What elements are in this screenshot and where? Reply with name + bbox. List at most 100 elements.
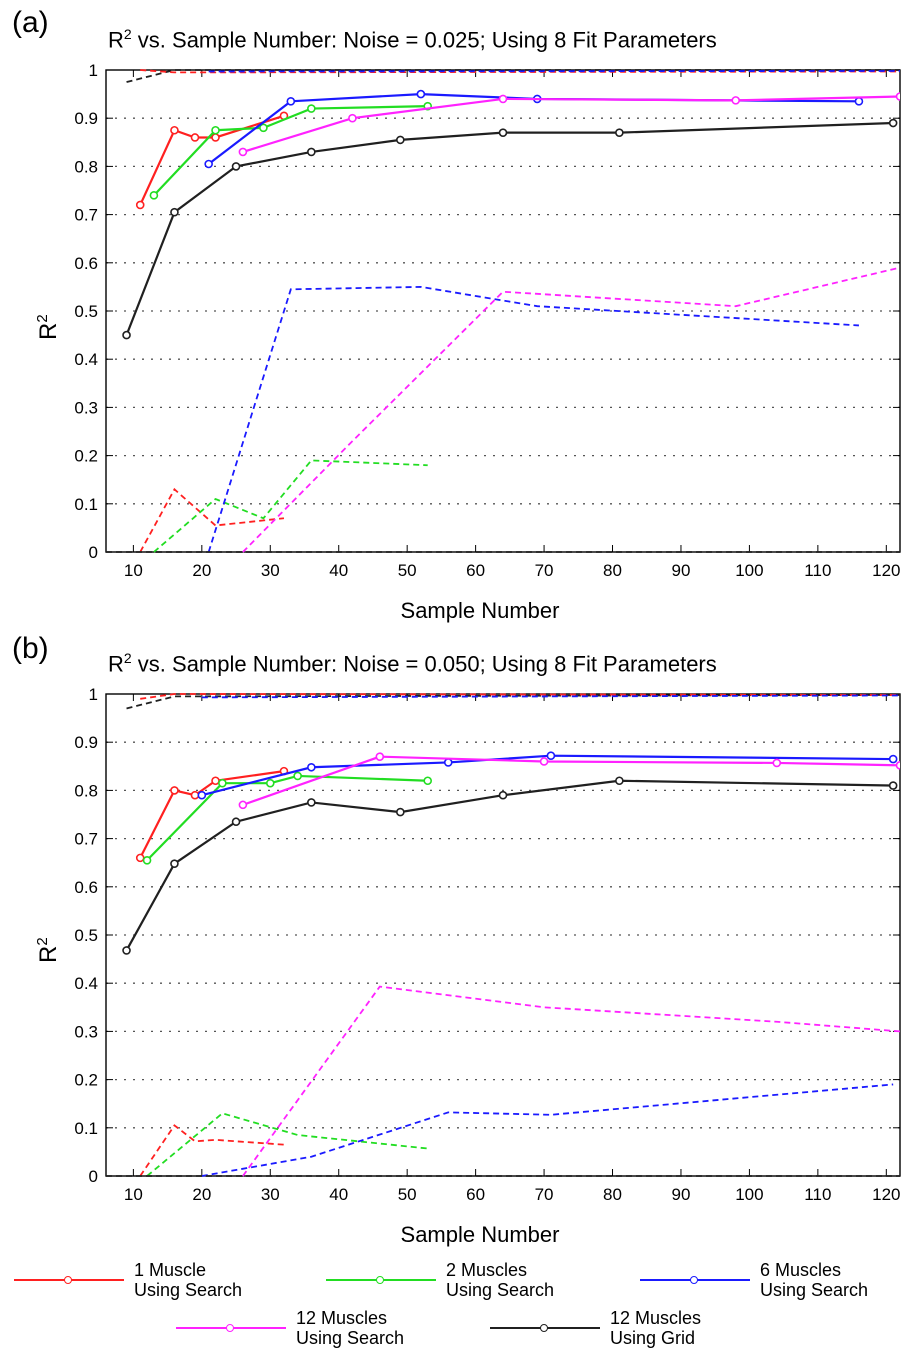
y-axis-label-b: R2 xyxy=(34,937,63,963)
series-line xyxy=(153,105,428,197)
x-tick-label: 70 xyxy=(535,1185,554,1204)
x-tick-label: 70 xyxy=(535,561,554,580)
series-line-dashed xyxy=(140,69,900,74)
legend-label-line2: Using Grid xyxy=(610,1328,696,1348)
legend-swatch xyxy=(326,1276,436,1284)
y-tick-label: 0.5 xyxy=(74,926,98,945)
panel-letter-a: (a) xyxy=(12,6,49,39)
series-line-dashed xyxy=(242,266,900,553)
data-point xyxy=(293,771,302,781)
data-point xyxy=(265,778,275,788)
data-point xyxy=(149,191,159,200)
x-tick-label: 80 xyxy=(603,1185,622,1204)
data-point xyxy=(307,104,316,113)
y-axis-label-b-sup: 2 xyxy=(34,937,51,946)
data-point xyxy=(211,776,220,786)
data-point xyxy=(170,786,179,795)
y-axis-label-a: R2 xyxy=(34,314,63,340)
legend-label-line1: 12 Muscles xyxy=(610,1308,702,1328)
legend-swatch xyxy=(176,1324,286,1332)
y-tick-label: 0.8 xyxy=(74,157,98,176)
legend-label-line1: 12 Muscles xyxy=(296,1308,388,1328)
data-point xyxy=(416,89,426,99)
y-tick-label: 0.1 xyxy=(74,495,98,514)
data-point xyxy=(731,96,741,105)
data-point xyxy=(286,97,296,106)
series-line-dashed xyxy=(126,69,900,83)
legend-label-line2: Using Search xyxy=(134,1280,243,1300)
x-tick-label: 110 xyxy=(804,1185,831,1204)
legend-label-line2: Using Search xyxy=(446,1280,555,1300)
legend-marker xyxy=(690,1276,698,1284)
series-line xyxy=(242,95,900,153)
series-line xyxy=(125,779,894,951)
y-tick-label: 0.8 xyxy=(74,781,98,800)
x-tick-label: 100 xyxy=(735,561,763,580)
x-tick-label: 40 xyxy=(329,561,348,580)
legend-item-12-muscles-search: 12 Muscles Using Search xyxy=(176,1308,404,1348)
legend-swatch xyxy=(14,1276,124,1284)
series-line-dashed xyxy=(139,487,285,553)
x-tick-label: 20 xyxy=(192,561,211,580)
data-point xyxy=(259,123,268,133)
y-tick-label: 0.3 xyxy=(74,1022,98,1041)
series-line-dashed xyxy=(126,694,900,710)
data-point xyxy=(231,817,241,827)
legend-label: 1 Muscle Using Search xyxy=(134,1260,242,1300)
x-tick-label: 30 xyxy=(261,561,280,580)
x-tick-label: 10 xyxy=(124,1185,143,1204)
x-tick-label: 60 xyxy=(466,561,485,580)
legend-label-line2: Using Search xyxy=(296,1328,405,1348)
chart-title-b-rest: vs. Sample Number: Noise = 0.050; Using … xyxy=(131,651,717,677)
data-point xyxy=(375,752,385,761)
legend-label-line1: 1 Muscle xyxy=(134,1260,207,1280)
y-tick-label: 0.1 xyxy=(74,1119,98,1138)
data-point xyxy=(307,147,316,157)
data-point xyxy=(204,159,213,169)
y-tick-label: 0.7 xyxy=(74,206,98,225)
legend-marker xyxy=(540,1324,548,1332)
data-point xyxy=(170,207,179,217)
legend-label: 6 Muscles Using Search xyxy=(760,1260,868,1300)
x-tick-label: 50 xyxy=(398,1185,417,1204)
chart-title-b: R2 vs. Sample Number: Noise = 0.050; Usi… xyxy=(108,650,717,677)
series-line-dashed xyxy=(140,693,900,700)
series-group xyxy=(106,693,900,1177)
x-tick-label: 60 xyxy=(466,1185,485,1204)
data-point xyxy=(443,758,453,767)
legend-marker xyxy=(226,1324,234,1332)
series-line-dashed xyxy=(207,285,859,553)
data-point xyxy=(895,92,900,101)
chart-title-b-prefix: R xyxy=(108,651,124,677)
y-tick-label: 0.5 xyxy=(74,302,98,321)
y-tick-label: 1 xyxy=(89,61,98,80)
x-tick-label: 90 xyxy=(672,561,691,580)
x-tick-label: 110 xyxy=(804,561,831,580)
legend-label: 2 Muscles Using Search xyxy=(446,1260,554,1300)
legend-swatch xyxy=(640,1276,750,1284)
y-tick-label: 0.9 xyxy=(74,733,98,752)
data-point xyxy=(122,946,131,955)
panel-letter-b: (b) xyxy=(12,632,49,665)
series-line-dashed xyxy=(146,1112,428,1177)
x-tick-label: 20 xyxy=(192,1185,211,1204)
data-point xyxy=(539,757,549,766)
data-point xyxy=(498,790,508,800)
data-point xyxy=(348,113,357,123)
y-tick-label: 0.9 xyxy=(74,109,98,128)
data-point xyxy=(307,798,316,807)
legend-item-2-muscles-search: 2 Muscles Using Search xyxy=(326,1260,554,1300)
legend-marker xyxy=(64,1276,72,1284)
y-tick-label: 0.4 xyxy=(74,350,98,369)
data-point xyxy=(218,778,227,788)
data-point xyxy=(238,800,248,810)
legend-item-12-muscles-grid: 12 Muscles Using Grid xyxy=(490,1308,701,1348)
y-axis-label-a-base: R xyxy=(35,322,62,340)
y-axis-label-a-sup: 2 xyxy=(34,314,51,323)
y-axis-label-b-base: R xyxy=(35,945,62,963)
data-point xyxy=(170,125,179,135)
data-point xyxy=(888,781,898,790)
x-axis-label-b: Sample Number xyxy=(400,1222,560,1247)
legend-label: 12 Muscles Using Grid xyxy=(610,1308,701,1348)
y-tick-label: 1 xyxy=(89,685,98,704)
